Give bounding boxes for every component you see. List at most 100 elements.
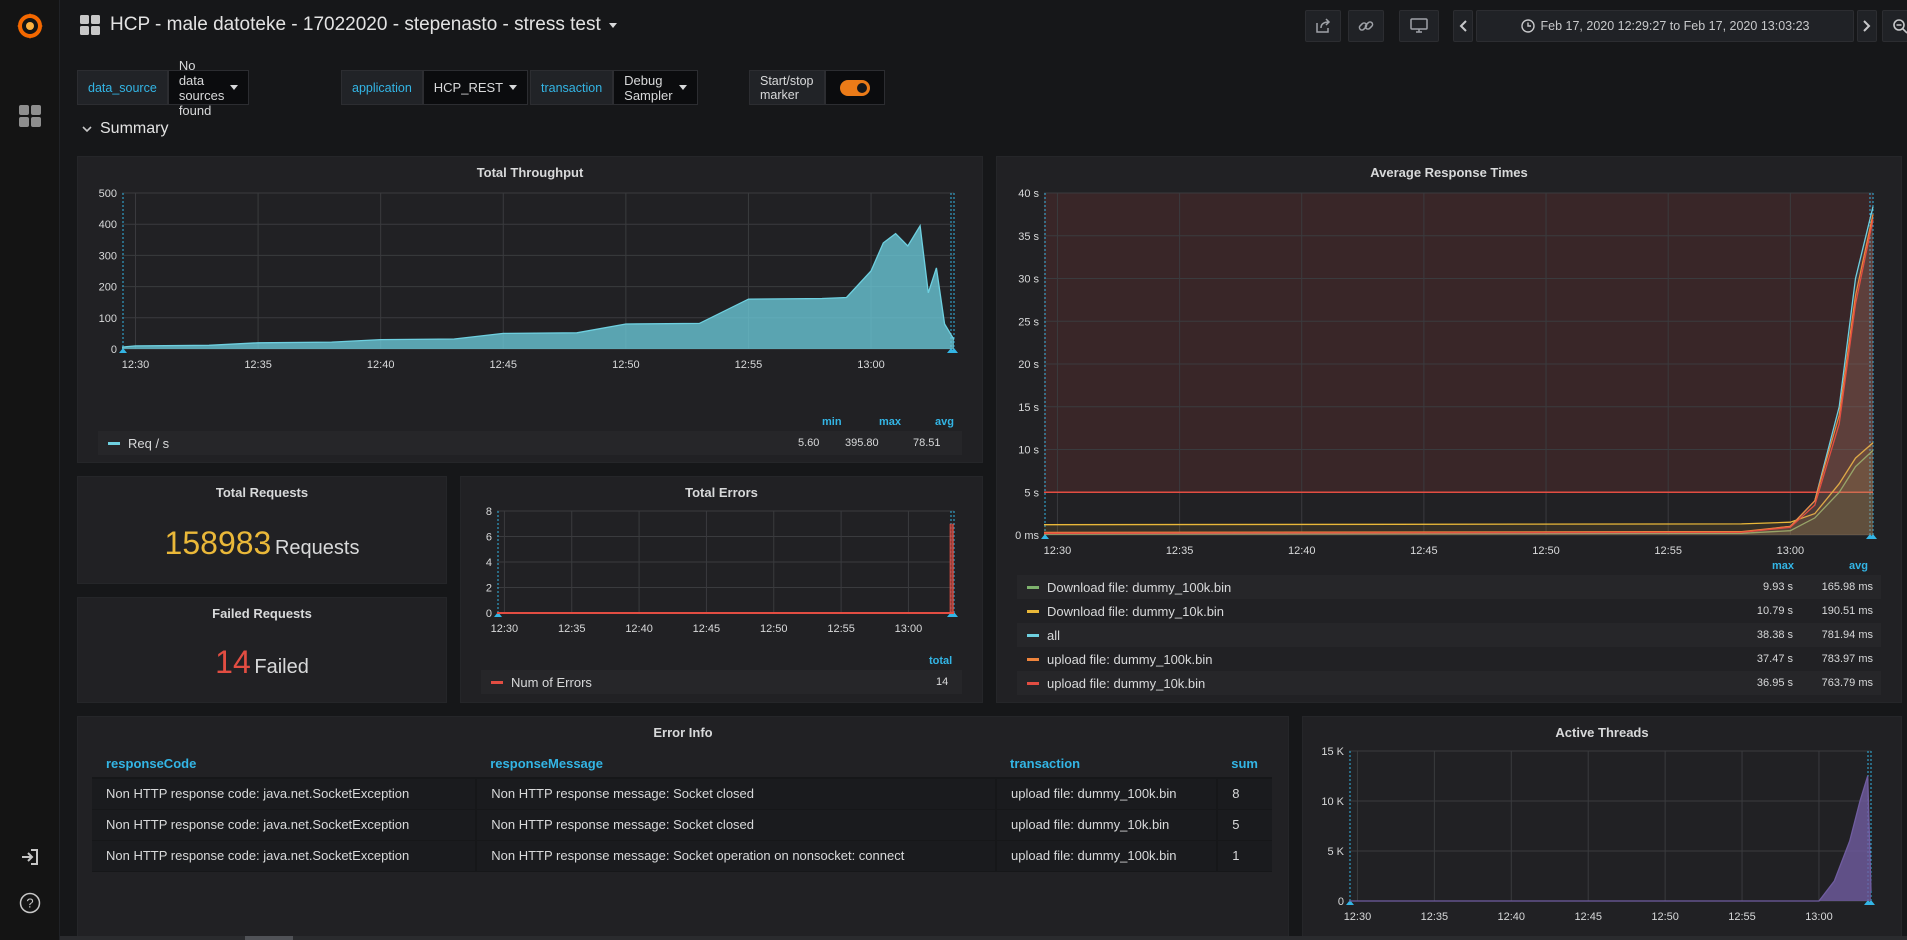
y-tick-label: 0 ms	[1015, 530, 1039, 542]
panel-total-errors[interactable]: Total Errors 0 2 4 6 8 12:30 12:35 12:40 12:45 12…	[460, 476, 983, 703]
panel-title: Active Threads	[1555, 725, 1649, 740]
legend-label: Num of Errors	[511, 674, 592, 690]
variable-application: application HCP_REST	[341, 70, 529, 105]
dashboards-grid-icon[interactable]	[0, 100, 60, 132]
scrollbar-thumb[interactable]	[245, 936, 293, 940]
time-shift-back-button[interactable]	[1453, 10, 1473, 42]
copy-link-button[interactable]	[1348, 10, 1384, 42]
application-select[interactable]: HCP_REST	[422, 70, 529, 105]
failed-requests-unit: Failed	[254, 656, 309, 678]
data-source-select[interactable]: No data sources found	[167, 58, 250, 118]
table-row: Non HTTP response code: java.net.SocketE…	[92, 778, 1272, 810]
throughput-chart[interactable]: 0 100 200 300 400 500 12:30 12:35 12:40 12:45 12:5…	[78, 181, 984, 386]
toggle-switch[interactable]	[839, 79, 870, 96]
x-tick-label: 12:30	[1344, 911, 1372, 923]
legend-min: 5.60	[798, 437, 820, 449]
table-row: Non HTTP response code: java.net.SocketE…	[92, 809, 1272, 841]
y-tick-label: 100	[99, 313, 117, 325]
x-tick-label: 12:40	[1288, 545, 1316, 557]
annotation-marker-arrow	[494, 612, 502, 617]
series-1-line	[1043, 442, 1874, 526]
cell-response-code: Non HTTP response code: java.net.SocketE…	[92, 809, 478, 841]
horizontal-scrollbar[interactable]	[60, 936, 1907, 940]
y-tick-label: 40 s	[1018, 188, 1039, 200]
annotation-marker-arrow	[119, 348, 127, 353]
legend-label: Download file: dummy_10k.bin	[1047, 603, 1225, 619]
tv-mode-icon	[1410, 18, 1428, 33]
y-tick-label: 400	[99, 219, 117, 231]
legend-swatch	[491, 680, 503, 684]
start-stop-toggle[interactable]	[824, 70, 885, 105]
x-tick-label: 12:30	[491, 623, 519, 635]
legend-item[interactable]: Download file: dummy_10k.bin 10.79 s 190.5…	[1017, 599, 1881, 623]
help-icon[interactable]: ?	[0, 888, 60, 918]
x-tick-label: 12:45	[693, 623, 721, 635]
sidebar: ?	[0, 0, 60, 940]
svg-text:?: ?	[26, 896, 33, 911]
panel-failed-requests[interactable]: Failed Requests 14 Failed	[77, 597, 447, 703]
y-tick-label: 200	[99, 282, 117, 294]
variable-label: transaction	[530, 70, 614, 105]
legend-item[interactable]: upload file: dummy_100k.bin 37.47 s 783.97…	[1017, 647, 1881, 671]
series-req-s-line	[121, 223, 955, 348]
panel-active-threads[interactable]: Active Threads 0 5 K 10 K 15 K 12:30 12:35 12:…	[1302, 716, 1902, 940]
annotation-marker-arrow	[1869, 534, 1877, 539]
legend-max: 395.80	[845, 437, 879, 449]
time-shift-forward-button[interactable]	[1857, 10, 1877, 42]
tv-mode-button[interactable]	[1399, 10, 1439, 42]
sign-in-icon[interactable]	[0, 842, 60, 872]
response-times-chart[interactable]: 0 ms 5 s 10 s 15 s 20 s 25 s 30 s 35 s 40 s 12:30…	[997, 181, 1903, 561]
singlestat-value: 158983 Requests	[78, 525, 446, 562]
legend-item[interactable]: all 38.38 s 781.94 ms	[1017, 623, 1881, 647]
legend-item-num-of-errors[interactable]: Num of Errors 14	[481, 670, 962, 694]
legend-item-req-s[interactable]: Req / s 5.60 395.80 78.51	[98, 431, 962, 455]
x-tick-label: 12:40	[1498, 911, 1526, 923]
legend-item[interactable]: upload file: dummy_10k.bin 36.95 s 763.79 …	[1017, 671, 1881, 695]
chevron-down-icon	[608, 22, 617, 28]
column-header-response-message[interactable]: responseMessage	[476, 750, 997, 779]
legend-swatch	[1027, 609, 1039, 613]
panel-average-response-times[interactable]: Average Response Times 0 ms 5 s 10 s 15 s 20…	[996, 156, 1902, 703]
column-header-sum[interactable]: sum	[1217, 750, 1272, 779]
panel-error-info[interactable]: Error Info responseCode responseMessage …	[77, 716, 1289, 940]
annotation-marker-arrow	[1346, 900, 1354, 905]
cell-response-code: Non HTTP response code: java.net.SocketE…	[92, 840, 478, 872]
time-range-picker[interactable]: Feb 17, 2020 12:29:27 to Feb 17, 2020 13…	[1476, 10, 1854, 42]
chevron-left-icon	[1459, 20, 1467, 32]
grafana-logo-icon[interactable]	[0, 8, 60, 44]
x-tick-label: 13:00	[857, 359, 885, 371]
legend-header-min: min	[822, 416, 842, 428]
legend-label: Download file: dummy_100k.bin	[1047, 579, 1232, 595]
transaction-select[interactable]: Debug Sampler	[613, 70, 698, 105]
legend-header-max: max	[1772, 560, 1795, 572]
error-bar	[949, 523, 952, 613]
dashboard-grid-icon	[80, 15, 100, 35]
chevron-down-icon	[82, 126, 92, 133]
x-tick-label: 12:45	[1410, 545, 1438, 557]
column-header-response-code[interactable]: responseCode	[92, 750, 477, 779]
legend-avg: 190.51 ms	[1821, 605, 1873, 617]
share-icon	[1316, 18, 1331, 33]
column-header-transaction[interactable]: transaction	[996, 750, 1218, 779]
variable-value: No data sources found	[178, 57, 225, 118]
zoom-out-button[interactable]	[1882, 10, 1907, 42]
cell-sum: 1	[1217, 840, 1272, 872]
legend-item[interactable]: Download file: dummy_100k.bin 9.93 s 165.9…	[1017, 575, 1881, 599]
legend-swatch	[1027, 633, 1039, 637]
annotation-marker-arrow	[1867, 900, 1875, 905]
legend-swatch	[1027, 681, 1039, 685]
errors-chart[interactable]: 0 2 4 6 8 12:30 12:35 12:40 12:45 12:50 12:55 13:00	[461, 499, 984, 637]
legend-max: 10.79 s	[1756, 605, 1793, 617]
active-threads-chart[interactable]: 0 5 K 10 K 15 K 12:30 12:35 12:40 12:45 12:50 12:…	[1303, 739, 1903, 939]
y-tick-label: 300	[99, 250, 117, 262]
row-summary[interactable]: Summary	[82, 120, 168, 138]
panel-total-throughput[interactable]: Total Throughput 0 100 200 300 400 500 12:30 12…	[77, 156, 983, 463]
y-tick-label: 4	[486, 557, 492, 569]
y-tick-label: 8	[486, 506, 492, 518]
legend-swatch	[1027, 657, 1039, 661]
share-button[interactable]	[1305, 10, 1341, 42]
x-tick-label: 12:35	[1166, 545, 1194, 557]
dashboard-title-picker[interactable]: HCP - male datoteke - 17022020 - stepena…	[80, 14, 617, 36]
clock-icon	[1520, 19, 1535, 33]
panel-total-requests[interactable]: Total Requests 158983 Requests	[77, 476, 447, 584]
